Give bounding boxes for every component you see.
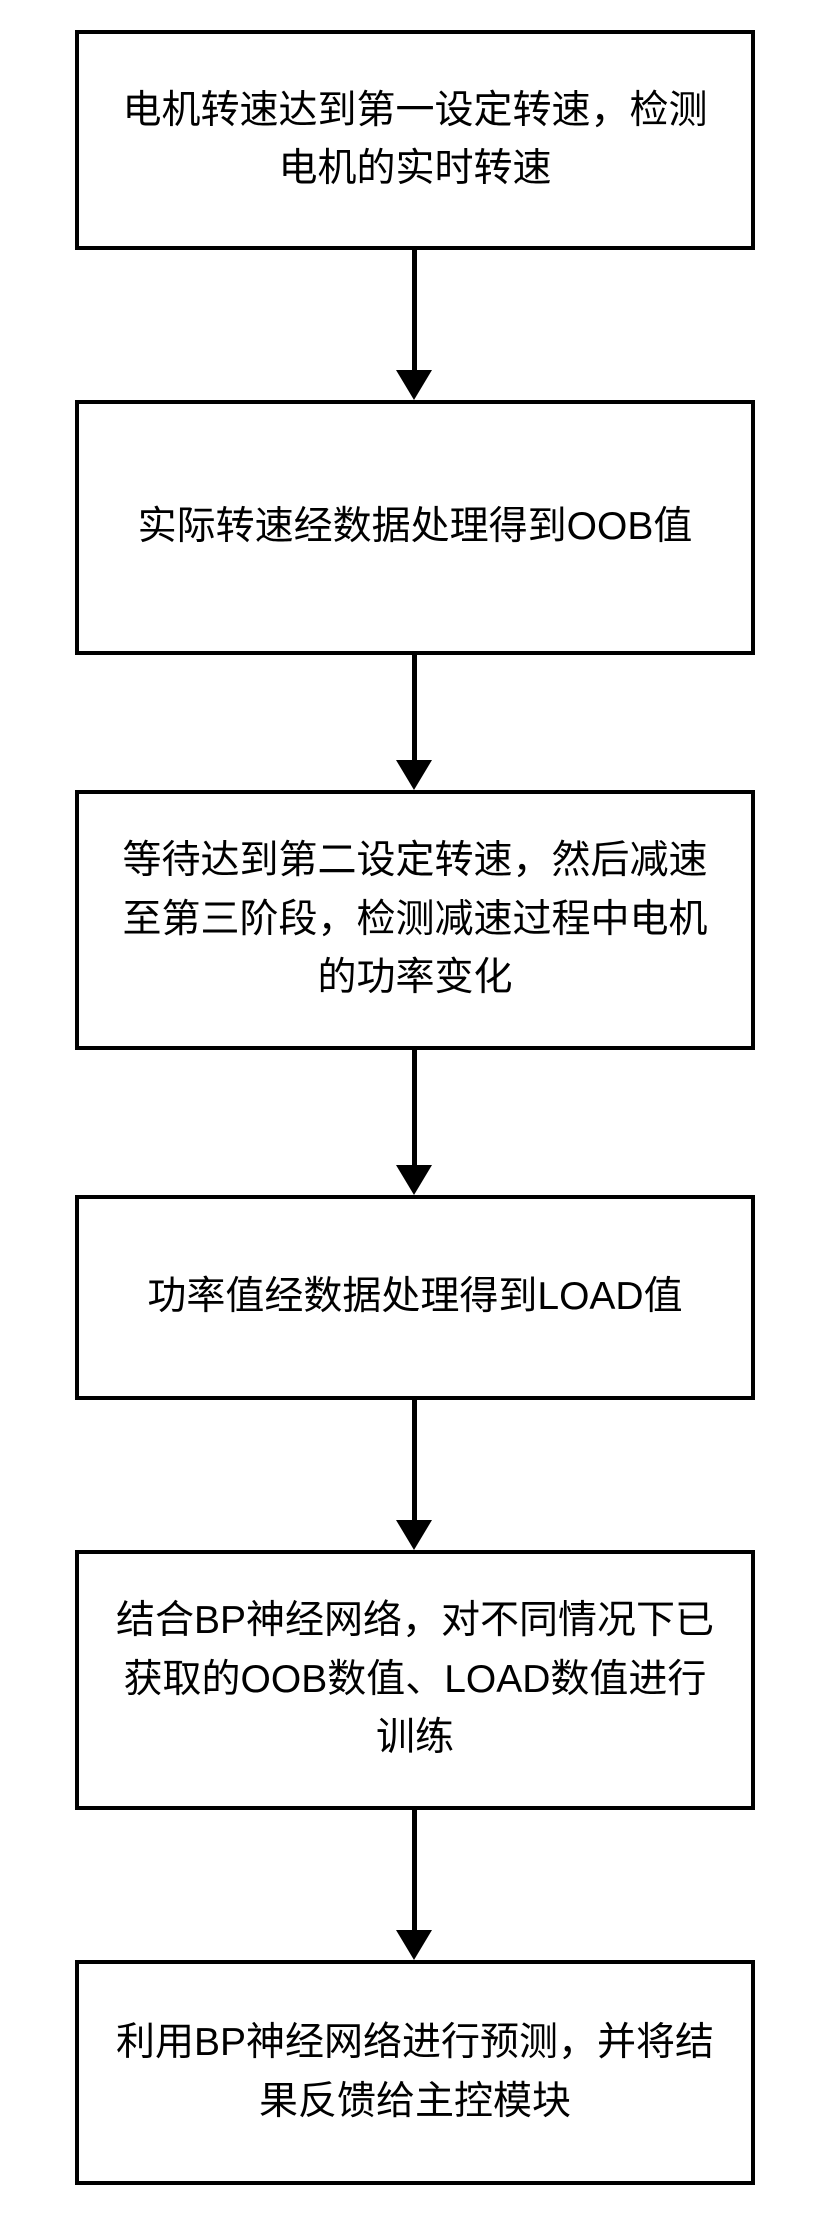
flow-arrow-2: [396, 655, 432, 790]
flow-node-1-text: 电机转速达到第一设定转速，检测电机的实时转速: [109, 82, 721, 199]
flow-node-3: 等待达到第二设定转速，然后减速至第三阶段，检测减速过程中电机的功率变化: [75, 790, 755, 1050]
flow-node-3-text: 等待达到第二设定转速，然后减速至第三阶段，检测减速过程中电机的功率变化: [109, 832, 721, 1008]
flow-node-2: 实际转速经数据处理得到OOB值: [75, 400, 755, 655]
flow-arrow-5: [396, 1810, 432, 1960]
arrow-line-icon: [412, 1810, 417, 1930]
arrow-line-icon: [412, 250, 417, 370]
arrow-down-icon: [396, 1165, 432, 1195]
flow-node-4-text: 功率值经数据处理得到LOAD值: [147, 1268, 682, 1327]
arrow-line-icon: [412, 1050, 417, 1165]
flow-node-6-text: 利用BP神经网络进行预测，并将结果反馈给主控模块: [109, 2014, 721, 2131]
flowchart-container: 电机转速达到第一设定转速，检测电机的实时转速 实际转速经数据处理得到OOB值 等…: [0, 0, 828, 2239]
flow-node-5: 结合BP神经网络，对不同情况下已获取的OOB数值、LOAD数值进行训练: [75, 1550, 755, 1810]
flow-arrow-1: [396, 250, 432, 400]
flow-arrow-4: [396, 1400, 432, 1550]
flow-node-1: 电机转速达到第一设定转速，检测电机的实时转速: [75, 30, 755, 250]
flow-node-2-text: 实际转速经数据处理得到OOB值: [138, 498, 693, 557]
flow-arrow-3: [396, 1050, 432, 1195]
flow-node-6: 利用BP神经网络进行预测，并将结果反馈给主控模块: [75, 1960, 755, 2185]
flow-node-4: 功率值经数据处理得到LOAD值: [75, 1195, 755, 1400]
arrow-line-icon: [412, 655, 417, 760]
flow-node-5-text: 结合BP神经网络，对不同情况下已获取的OOB数值、LOAD数值进行训练: [109, 1592, 721, 1768]
arrow-down-icon: [396, 1520, 432, 1550]
arrow-down-icon: [396, 370, 432, 400]
arrow-line-icon: [412, 1400, 417, 1520]
arrow-down-icon: [396, 760, 432, 790]
arrow-down-icon: [396, 1930, 432, 1960]
